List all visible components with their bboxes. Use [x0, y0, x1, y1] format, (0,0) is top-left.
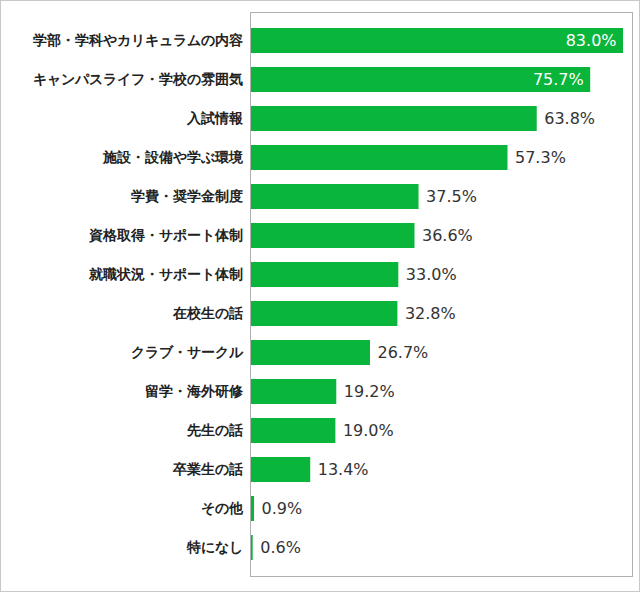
svg-text:36.6%: 36.6%: [422, 226, 473, 245]
svg-text:13.4%: 13.4%: [318, 460, 369, 479]
svg-text:キャンパスライフ・学校の雰囲気: キャンパスライフ・学校の雰囲気: [33, 71, 243, 87]
svg-text:32.8%: 32.8%: [405, 304, 456, 323]
svg-text:63.8%: 63.8%: [544, 109, 595, 128]
svg-text:83.0%: 83.0%: [566, 31, 617, 50]
svg-text:施設・設備や学ぶ環境: 施設・設備や学ぶ環境: [102, 149, 244, 165]
svg-text:19.0%: 19.0%: [343, 421, 394, 440]
svg-text:入試情報: 入試情報: [186, 110, 244, 126]
svg-text:就職状況・サポート体制: 就職状況・サポート体制: [88, 266, 243, 282]
svg-text:資格取得・サポート体制: 資格取得・サポート体制: [88, 227, 243, 243]
svg-text:学費・奨学金制度: 学費・奨学金制度: [131, 188, 243, 204]
svg-text:26.7%: 26.7%: [377, 343, 428, 362]
svg-text:卒業生の話: 卒業生の話: [172, 461, 243, 477]
svg-text:0.9%: 0.9%: [262, 499, 303, 518]
svg-text:37.5%: 37.5%: [426, 187, 477, 206]
svg-text:75.7%: 75.7%: [533, 70, 584, 89]
svg-text:在校生の話: 在校生の話: [172, 305, 243, 321]
svg-text:先生の話: 先生の話: [186, 422, 243, 438]
svg-text:19.2%: 19.2%: [344, 382, 395, 401]
svg-text:クラブ・サークル: クラブ・サークル: [131, 344, 244, 360]
svg-text:0.6%: 0.6%: [260, 538, 301, 557]
svg-text:その他: その他: [201, 500, 244, 516]
svg-text:学部・学科やカリキュラムの内容: 学部・学科やカリキュラムの内容: [33, 32, 243, 48]
svg-text:特になし: 特になし: [186, 539, 243, 555]
svg-text:57.3%: 57.3%: [515, 148, 566, 167]
svg-text:留学・海外研修: 留学・海外研修: [145, 383, 244, 399]
svg-text:33.0%: 33.0%: [406, 265, 457, 284]
